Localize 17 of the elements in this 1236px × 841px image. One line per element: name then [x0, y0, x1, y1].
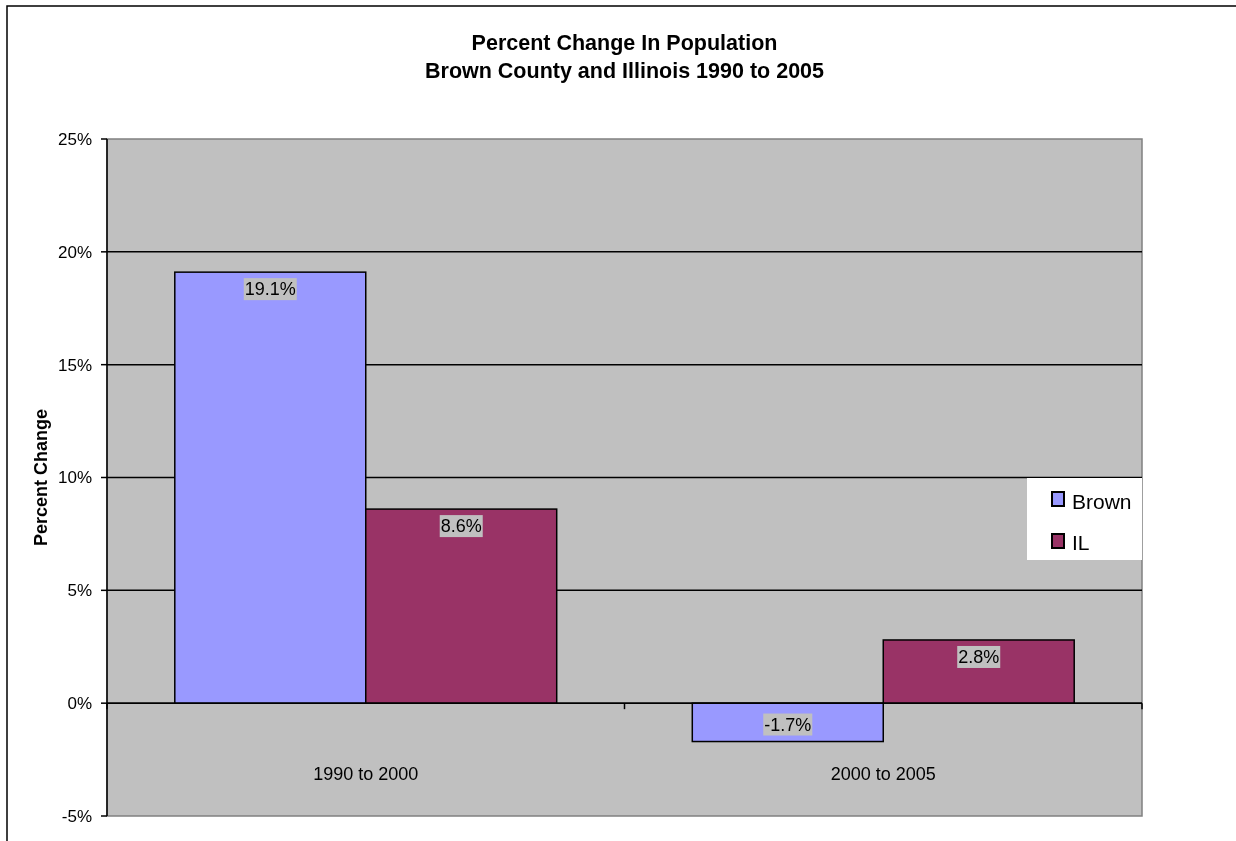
data-label: 8.6%	[440, 516, 482, 537]
legend-label: IL	[1072, 531, 1090, 555]
data-label: -1.7%	[764, 714, 812, 735]
data-label: 19.1%	[244, 279, 296, 300]
legend-label: Brown	[1072, 490, 1132, 514]
y-tick-label: 15%	[57, 355, 92, 375]
y-tick-label: -5%	[61, 806, 92, 826]
x-tick-label: 1990 to 2000	[313, 764, 419, 784]
y-tick-label: 0%	[67, 694, 92, 714]
y-tick-label: 10%	[57, 468, 92, 488]
y-tick-label: 25%	[57, 129, 92, 149]
data-label: 2.8%	[958, 647, 1000, 668]
y-tick-label: 20%	[57, 242, 92, 262]
chart-title: Percent Change In Population Brown County and Illinois 1990 to 2005	[424, 31, 825, 83]
y-axis-title: Percent Change	[31, 408, 51, 547]
y-tick-label: 5%	[67, 581, 92, 601]
x-tick-label: 2000 to 2005	[830, 764, 936, 784]
